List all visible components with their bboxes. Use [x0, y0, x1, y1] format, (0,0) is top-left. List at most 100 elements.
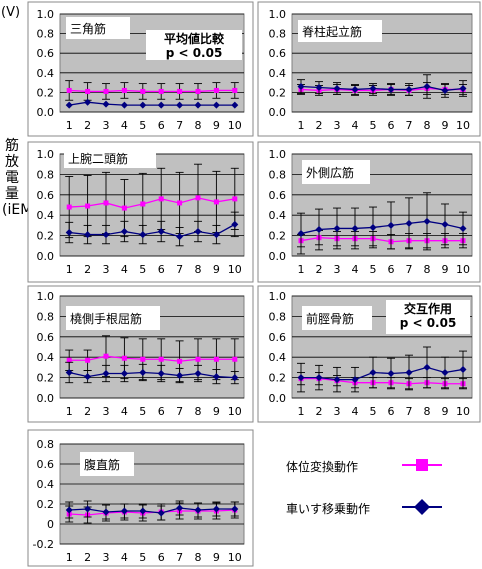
x-tick-label: 7: [406, 119, 413, 132]
annotation-text: 交互作用: [404, 301, 452, 316]
x-tick-label: 10: [456, 405, 470, 418]
x-tick-label: 5: [370, 119, 377, 132]
data-point: [387, 85, 395, 93]
chart-title: 上腕二頭筋: [68, 151, 128, 166]
series-posture: [65, 80, 239, 101]
chart-title-box: [66, 17, 130, 39]
data-point: [158, 356, 164, 362]
chart-title-box: [80, 452, 134, 476]
y-tick-label: 0.4: [269, 209, 287, 222]
annotation-box: [386, 300, 470, 334]
data-point: [103, 88, 109, 94]
data-point: [315, 225, 323, 233]
data-point: [315, 374, 323, 382]
y-tick-label: 0.2: [37, 230, 55, 243]
data-point: [405, 85, 413, 93]
y-tick-label: 0.8: [37, 28, 55, 41]
data-point: [84, 505, 92, 513]
y-tick-label: 0.4: [37, 478, 55, 491]
data-point: [405, 369, 413, 376]
y-tick-label: 0.8: [269, 168, 287, 181]
data-point: [120, 370, 128, 378]
y-tick-label: 0.6: [269, 47, 287, 60]
series-line: [300, 236, 463, 243]
data-point: [231, 374, 239, 382]
data-point: [157, 228, 165, 236]
chart-panel-7: -0.2 0 0.2 0.4 0.6 0.8 1 2 3 4 5 6 7 8 9 10 腹直筋: [27, 429, 254, 567]
x-tick-label: 1: [298, 119, 305, 132]
x-tick-label: 2: [84, 119, 91, 132]
series-line: [69, 507, 235, 514]
data-point: [176, 101, 184, 109]
x-tick-label: 4: [352, 119, 359, 132]
x-tick-label: 2: [316, 263, 323, 276]
data-point: [297, 230, 305, 238]
data-point: [102, 370, 110, 378]
data-point: [177, 200, 183, 206]
data-point: [66, 87, 72, 93]
x-tick-label: 4: [121, 263, 128, 276]
data-point: [176, 233, 184, 241]
x-tick-label: 2: [84, 551, 91, 564]
y-tick-label: 0.0: [269, 392, 287, 405]
data-point: [194, 228, 202, 236]
x-tick-label: 6: [388, 263, 395, 276]
chart-title: 前脛骨筋: [306, 311, 354, 326]
data-point: [459, 84, 467, 92]
data-point: [213, 199, 219, 205]
x-tick-label: 9: [442, 119, 449, 132]
x-tick-label: 6: [388, 405, 395, 418]
data-point: [84, 231, 92, 239]
data-point: [85, 203, 91, 209]
x-tick-label: 3: [103, 551, 110, 564]
x-tick-label: 9: [213, 551, 220, 564]
chart-panel-3: 0.0 0.2 0.4 0.6 0.8 1.0 1 2 3 4 5 6 7 8 9 10 上腕二頭筋: [27, 141, 254, 283]
data-point: [195, 195, 201, 201]
x-tick-label: 3: [334, 119, 341, 132]
series-transfer: [65, 500, 239, 521]
y-tick-label: 0.0: [37, 392, 55, 405]
data-point: [176, 504, 184, 512]
series-line: [69, 223, 236, 238]
data-point: [176, 372, 184, 380]
x-tick-label: 7: [176, 263, 183, 276]
data-point: [195, 88, 201, 94]
data-point: [212, 231, 220, 239]
x-tick-label: 1: [66, 551, 73, 564]
chart-panel-5: 0.0 0.2 0.4 0.6 0.8 1.0 1 2 3 4 5 6 7 8 9 10 橈側手根屈筋: [27, 285, 254, 423]
x-tick-label: 6: [158, 551, 165, 564]
x-tick-label: 1: [298, 405, 305, 418]
legend-marker-diamond: [402, 499, 442, 515]
data-point: [103, 200, 109, 206]
series-line: [300, 220, 464, 235]
y-tick-label: 0.4: [269, 351, 287, 364]
data-point: [158, 196, 164, 202]
y-tick-label: -0.2: [33, 538, 54, 551]
data-point: [232, 356, 238, 362]
data-point: [423, 217, 431, 225]
data-point: [139, 369, 147, 376]
data-point: [387, 221, 395, 229]
x-tick-label: 10: [456, 119, 470, 132]
data-point: [158, 88, 164, 94]
chart-title-box: [66, 306, 160, 330]
data-point: [297, 374, 305, 382]
x-tick-label: 7: [406, 405, 413, 418]
data-point: [369, 369, 377, 376]
series-transfer: [65, 211, 239, 247]
y-tick-label: 0.4: [37, 351, 55, 364]
data-point: [140, 201, 146, 207]
series-line: [301, 377, 463, 385]
series-line: [69, 89, 235, 93]
x-tick-label: 7: [176, 119, 183, 132]
chart-panel-6: 0.0 0.2 0.4 0.6 0.8 1.0 1 2 3 4 5 6 7 8 9 10 前脛骨筋 交互作用 p …: [257, 285, 481, 423]
data-point: [405, 219, 413, 227]
series-transfer: [297, 192, 467, 255]
y-tick-label: 0.4: [37, 209, 55, 222]
data-point: [213, 356, 219, 362]
series-line: [300, 85, 464, 92]
chart-panel-4: 0.0 0.2 0.4 0.6 0.8 1.0 1 2 3 4 5 6 7 8 9 10 外側広筋: [257, 141, 481, 283]
data-point: [351, 224, 359, 232]
